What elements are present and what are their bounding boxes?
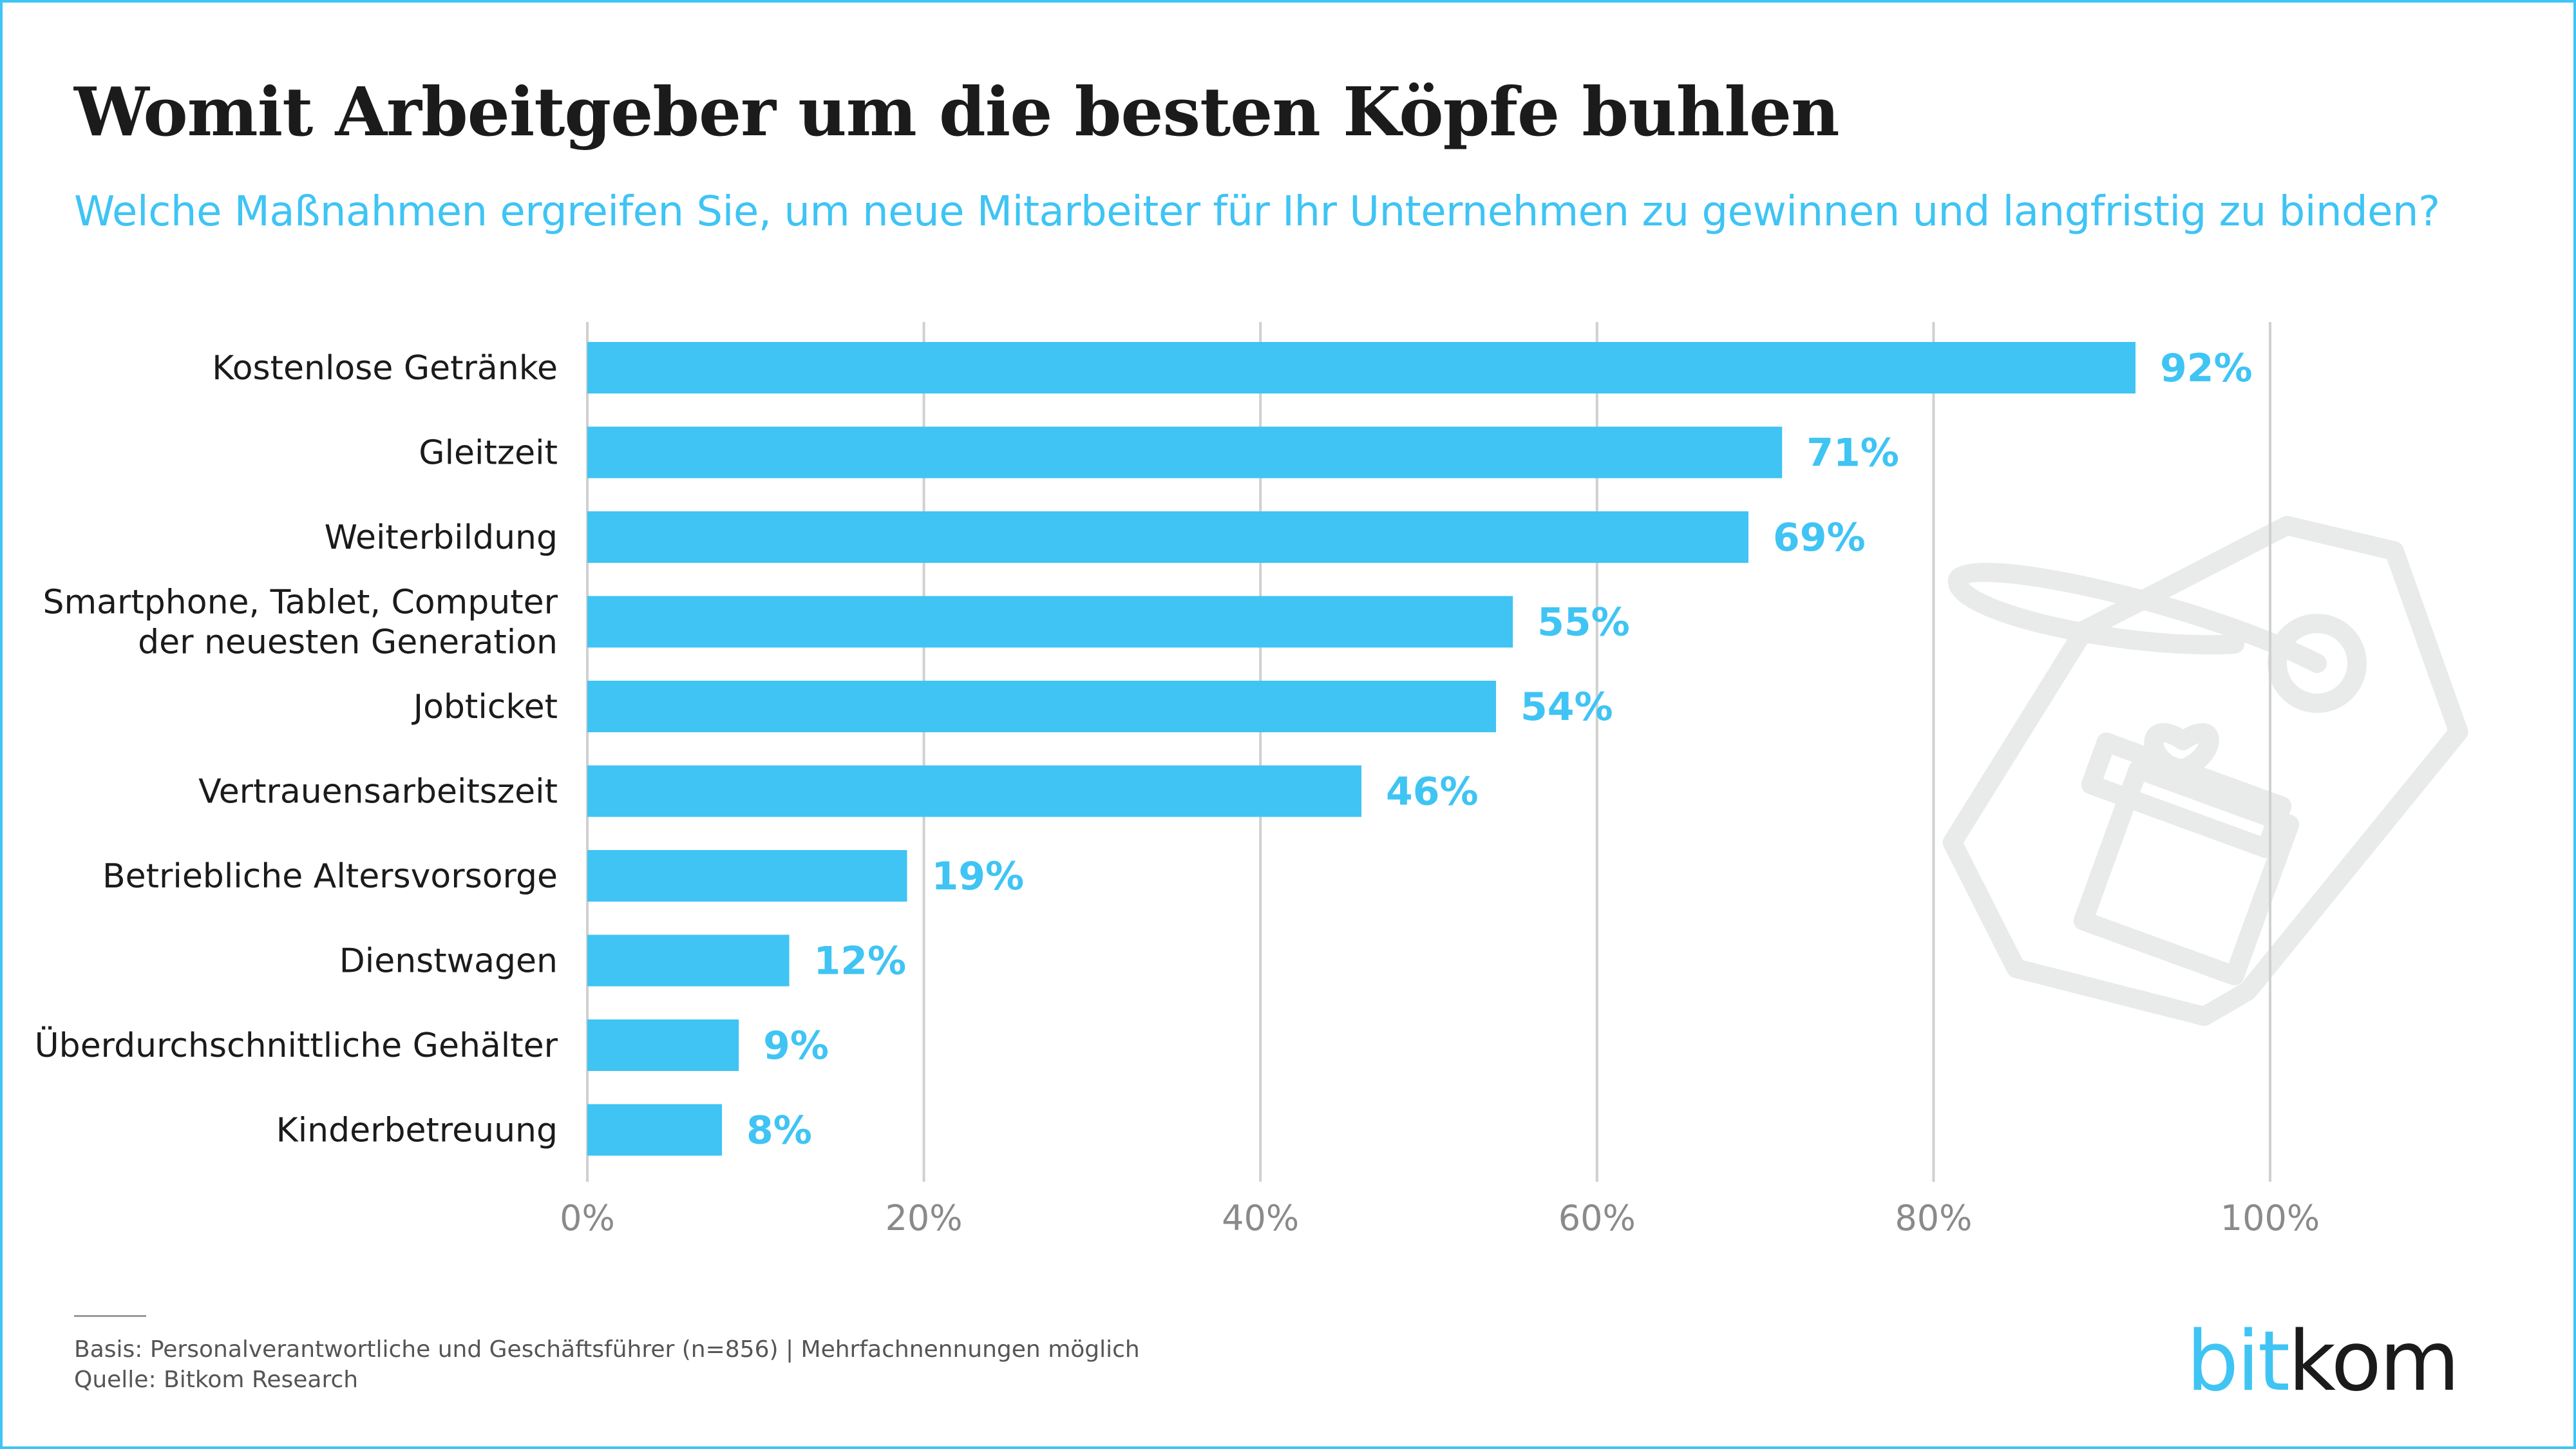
x-tick-label: 40%	[1222, 1198, 1299, 1238]
tag-hole	[2268, 614, 2367, 713]
category-label: Vertrauensarbeitszeit	[198, 773, 558, 811]
value-label: 69%	[1773, 515, 1866, 560]
logo-part-kom: kom	[2288, 1314, 2460, 1410]
chart-subtitle: Welche Maßnahmen ergreifen Sie, um neue …	[74, 188, 2440, 236]
category-label: Gleitzeit	[419, 434, 558, 473]
value-label: 9%	[763, 1023, 829, 1068]
tag-outline	[1942, 516, 2468, 1027]
category-label: Überdurchschnittliche Gehälter	[35, 1026, 558, 1065]
value-label: 71%	[1806, 431, 1899, 476]
footnote-source: Quelle: Bitkom Research	[74, 1367, 359, 1393]
bar	[587, 681, 1497, 732]
x-tick-label: 100%	[2221, 1198, 2320, 1238]
x-tick-label: 60%	[1558, 1198, 1636, 1238]
logo-part-bit: bit	[2186, 1314, 2290, 1410]
category-label: Smartphone, Tablet, Computer	[43, 583, 558, 622]
value-label: 12%	[814, 939, 907, 984]
x-tick-label: 80%	[1895, 1198, 1972, 1238]
gift-tag-icon	[1942, 516, 2468, 1027]
chart-title: Womit Arbeitgeber um die besten Köpfe bu…	[74, 72, 1840, 151]
bar	[587, 1019, 739, 1071]
bar	[587, 850, 907, 902]
value-label: 55%	[1537, 600, 1630, 645]
bar	[587, 1104, 723, 1156]
bar	[587, 342, 2136, 393]
bitkom-logo: bitkom	[2186, 1314, 2460, 1410]
footer-divider	[74, 1315, 146, 1317]
value-label: 46%	[1386, 770, 1479, 815]
bar	[587, 765, 1361, 817]
bar	[587, 934, 790, 987]
gift-bow	[2144, 723, 2219, 779]
bar	[587, 511, 1748, 563]
value-label: 8%	[746, 1108, 812, 1153]
value-label: 54%	[1520, 685, 1613, 730]
bar	[587, 426, 1783, 478]
tag-string	[1947, 562, 2327, 673]
category-label: Betriebliche Altersvorsorge	[102, 857, 558, 896]
category-label: der neuesten Generation	[138, 623, 558, 662]
gift-box	[2073, 759, 2300, 986]
category-label: Dienstwagen	[339, 942, 558, 981]
x-tick-label: 0%	[560, 1198, 615, 1238]
category-label: Weiterbildung	[325, 518, 558, 557]
footnote-basis: Basis: Personalverantwortliche und Gesch…	[74, 1336, 1140, 1363]
category-label: Kostenlose Getränke	[212, 349, 558, 388]
category-label: Kinderbetreuung	[276, 1112, 558, 1150]
x-tick-label: 20%	[886, 1198, 963, 1238]
bar	[587, 596, 1513, 648]
value-label: 19%	[931, 854, 1024, 899]
value-label: 92%	[2160, 346, 2253, 391]
category-label: Jobticket	[412, 688, 558, 726]
